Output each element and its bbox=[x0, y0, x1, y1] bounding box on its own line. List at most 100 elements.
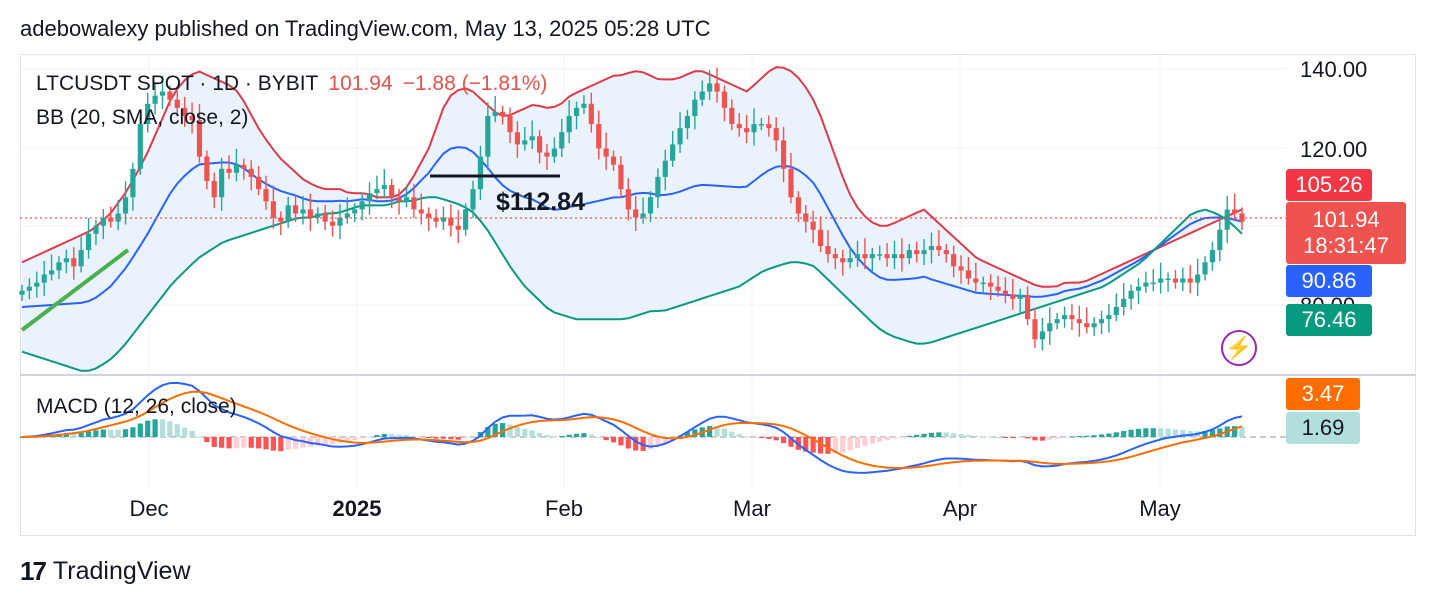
x-tick-may: May bbox=[1139, 496, 1181, 521]
candle-149 bbox=[1121, 282, 1127, 316]
candle-43 bbox=[337, 204, 343, 240]
candle-body-54 bbox=[418, 209, 424, 214]
macd-legend[interactable]: MACD (12, 26, close) bbox=[36, 395, 237, 418]
candle-body-120 bbox=[906, 250, 912, 259]
bb-legend[interactable]: BB (20, SMA, close, 2) bbox=[36, 106, 249, 129]
candle-22 bbox=[182, 96, 188, 127]
macd-hist-bar-42 bbox=[329, 437, 336, 445]
macd-hist-bar-131 bbox=[988, 436, 994, 438]
symbol-legend[interactable]: LTCUSDT SPOT · 1D · BYBIT 101.94 −1.88 (−1… bbox=[36, 72, 547, 96]
candle-7 bbox=[71, 247, 77, 280]
candle-46 bbox=[359, 192, 365, 221]
macd-hist-bar-64 bbox=[492, 423, 498, 437]
macd-hist-bar-120 bbox=[906, 435, 912, 437]
candle-154 bbox=[1158, 262, 1164, 294]
macd-hist-bar-162 bbox=[1217, 428, 1223, 437]
macd-hist-bar-23 bbox=[189, 431, 195, 437]
candle-body-35 bbox=[278, 217, 284, 222]
macd-hist-bar-18 bbox=[152, 419, 158, 437]
candle-body-18 bbox=[152, 95, 158, 104]
signal-line bbox=[21, 390, 1243, 470]
candle-123 bbox=[928, 232, 935, 264]
candle-body-40 bbox=[315, 213, 321, 218]
macd-hist-bar-127 bbox=[958, 434, 964, 437]
candle-64 bbox=[492, 96, 498, 123]
candle-125 bbox=[943, 243, 949, 263]
chart-frame[interactable] bbox=[20, 54, 1416, 536]
macd-hist-bar-138 bbox=[1039, 437, 1045, 441]
countdown-tag: 18:31:47 bbox=[1303, 233, 1389, 258]
macd-hist-bar-35 bbox=[278, 437, 284, 452]
candle-116 bbox=[877, 245, 883, 261]
candle-body-92 bbox=[699, 91, 705, 100]
candle-137 bbox=[1032, 308, 1038, 349]
macd-hist-bar-107 bbox=[810, 437, 816, 453]
candle-body-158 bbox=[1187, 278, 1193, 283]
candle-81 bbox=[618, 156, 624, 198]
candle-body-73 bbox=[559, 132, 565, 149]
macd-hist-bar-75 bbox=[573, 433, 580, 437]
candle-31 bbox=[248, 160, 254, 191]
candle-body-89 bbox=[677, 128, 683, 145]
candle-86 bbox=[655, 168, 661, 209]
candle-83 bbox=[633, 196, 639, 231]
macd-hist-bar-61 bbox=[470, 435, 476, 437]
macd-hist-bar-135 bbox=[1017, 437, 1023, 438]
candle-75 bbox=[573, 101, 580, 130]
macd-hist-bar-39 bbox=[307, 437, 313, 447]
macd-hist-bar-157 bbox=[1180, 430, 1186, 437]
candle-body-56 bbox=[433, 217, 439, 222]
macd-hist-bar-156 bbox=[1172, 429, 1179, 437]
candle-body-130 bbox=[980, 282, 986, 285]
footer-brand: 17 TradingView bbox=[20, 556, 191, 587]
candle-148 bbox=[1113, 293, 1119, 322]
candle-body-34 bbox=[270, 201, 276, 218]
macd-line bbox=[21, 381, 1243, 474]
last-price-tag: 101.94 18:31:47 bbox=[1286, 202, 1406, 264]
candle-body-90 bbox=[684, 115, 691, 129]
lightning-icon[interactable]: ⚡ bbox=[1221, 330, 1257, 366]
candle-109 bbox=[825, 230, 831, 263]
bb-upper-tag: 105.26 bbox=[1286, 169, 1372, 201]
candle-body-83 bbox=[633, 209, 639, 218]
x-tick-feb: Feb bbox=[545, 496, 583, 521]
candle-body-159 bbox=[1195, 274, 1201, 283]
candle-24 bbox=[196, 104, 203, 163]
candle-body-50 bbox=[389, 185, 395, 198]
candle-95 bbox=[721, 85, 728, 122]
candle-163 bbox=[1224, 196, 1230, 244]
candle-body-37 bbox=[292, 205, 299, 214]
candle-138 bbox=[1039, 317, 1045, 351]
candle-122 bbox=[921, 239, 927, 266]
macd-hist-bar-78 bbox=[596, 437, 602, 438]
macd-hist-bar-164 bbox=[1232, 426, 1238, 437]
candle-134 bbox=[1010, 278, 1016, 310]
candle-150 bbox=[1128, 284, 1134, 310]
macd-hist-bar-83 bbox=[633, 437, 639, 451]
candle-body-42 bbox=[329, 221, 336, 226]
candle-body-26 bbox=[211, 180, 217, 198]
candle-140 bbox=[1054, 313, 1060, 330]
macd-hist-bar-11 bbox=[100, 429, 106, 437]
candle-87 bbox=[662, 149, 668, 191]
candle-103 bbox=[780, 126, 787, 183]
candle-128 bbox=[965, 256, 972, 285]
candle-135 bbox=[1017, 288, 1023, 313]
candle-body-69 bbox=[529, 136, 535, 141]
candle-12 bbox=[108, 206, 114, 228]
candle-38 bbox=[300, 196, 306, 225]
candle-72 bbox=[551, 137, 557, 163]
bb-upper-line bbox=[21, 66, 1243, 288]
candle-17 bbox=[145, 92, 151, 133]
macd-hist-bar-33 bbox=[263, 437, 269, 450]
candle-body-149 bbox=[1121, 298, 1127, 307]
candle-14 bbox=[122, 181, 129, 225]
candle-body-57 bbox=[440, 217, 447, 222]
candle-19 bbox=[159, 75, 166, 110]
candle-60 bbox=[463, 203, 469, 236]
macd-hist-bar-146 bbox=[1098, 434, 1105, 437]
macd-hist-bar-137 bbox=[1032, 437, 1038, 441]
candle-body-72 bbox=[551, 148, 557, 157]
candle-body-64 bbox=[492, 111, 498, 116]
